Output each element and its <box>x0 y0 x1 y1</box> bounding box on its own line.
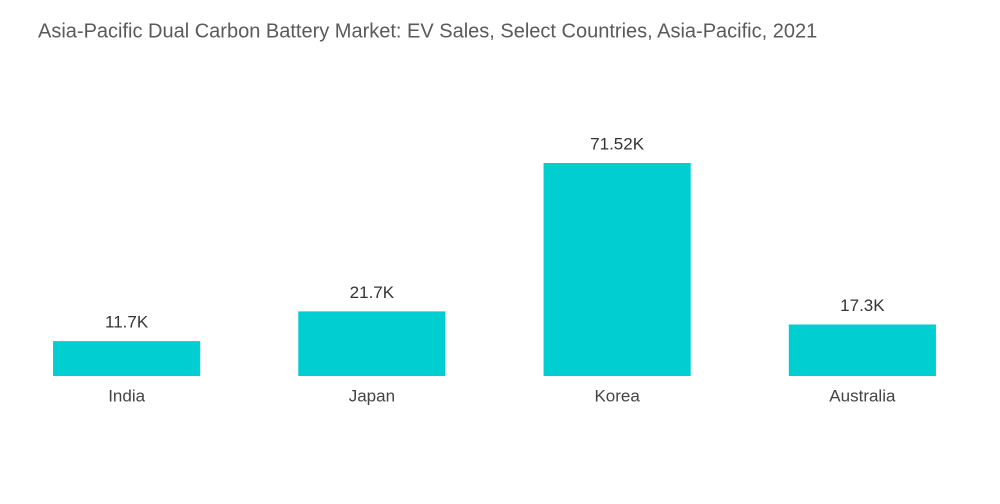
bar <box>788 324 936 376</box>
value-label: 17.3K <box>840 296 885 315</box>
bar <box>543 163 691 376</box>
bar <box>53 341 201 376</box>
x-tick-label: Korea <box>594 386 640 405</box>
x-tick-label: India <box>108 386 145 405</box>
x-tick-label: Japan <box>349 386 395 405</box>
value-label: 11.7K <box>105 313 149 332</box>
value-label: 71.52K <box>590 134 645 153</box>
value-label: 21.7K <box>350 283 395 302</box>
chart-title: Asia-Pacific Dual Carbon Battery Market:… <box>38 20 817 42</box>
bar <box>298 311 446 376</box>
x-tick-label: Australia <box>829 386 896 405</box>
